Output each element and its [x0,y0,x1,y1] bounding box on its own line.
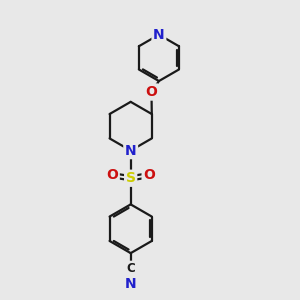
Text: O: O [143,168,155,182]
Text: S: S [126,171,136,185]
Text: O: O [146,85,158,99]
Text: N: N [125,144,136,158]
Text: N: N [153,28,165,42]
Text: O: O [106,168,118,182]
Text: C: C [126,262,135,275]
Text: N: N [125,277,136,291]
